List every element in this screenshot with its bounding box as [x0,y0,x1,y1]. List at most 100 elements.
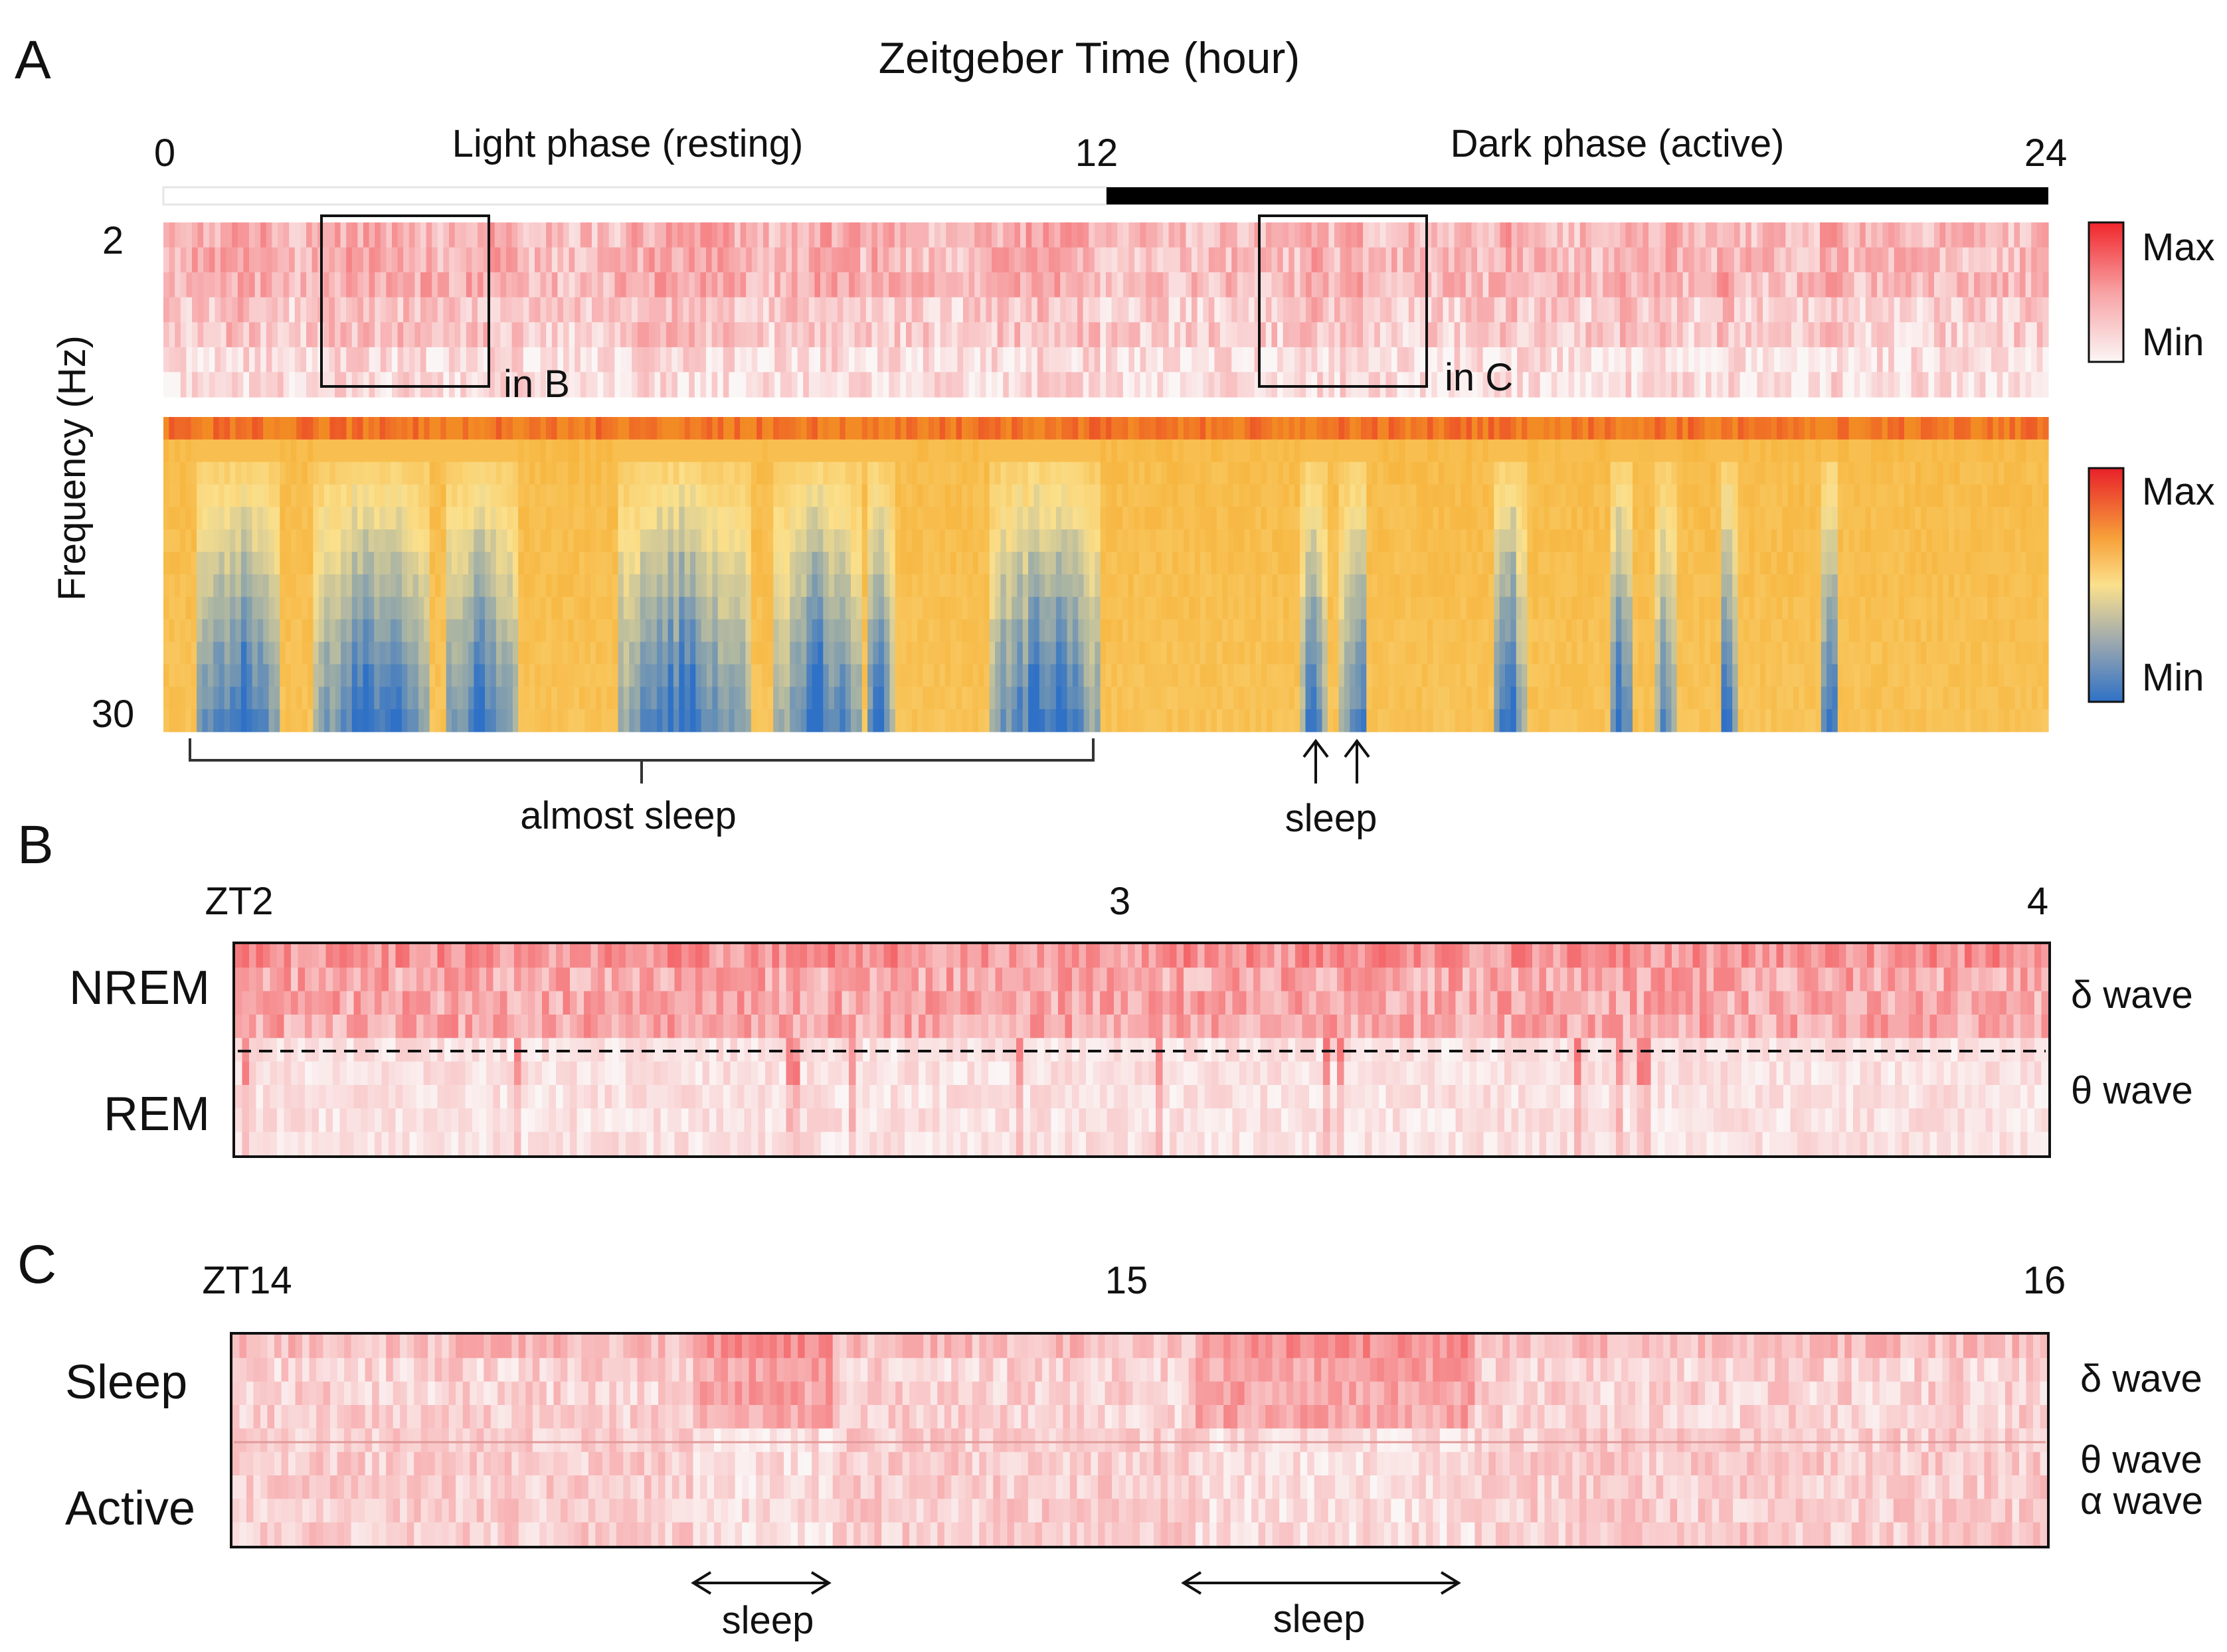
spectro-cell [263,552,270,575]
heat-cell [454,322,461,348]
spectro-cell [1139,574,1145,598]
spectro-cell [263,574,270,598]
spectro-cell [1083,574,1090,598]
spectro-cell [734,507,741,530]
spectro-cell [429,552,436,575]
spectro-cell [213,687,219,710]
heat-cell [1260,347,1267,373]
spectro-cell [545,619,552,643]
spectro-cell [812,552,818,575]
spectro-cell [501,507,508,530]
spectro-cell [479,417,486,440]
heat-cell [849,272,855,298]
spectro-cell [490,507,497,530]
heat-cell [215,372,221,398]
heat-cell [203,247,210,273]
heat-cell [2020,222,2026,248]
heat-cell [403,222,410,248]
spectro-cell [202,687,209,710]
heat-cell [312,372,318,398]
heat-cell [1368,372,1375,398]
spectro-cell [379,461,386,485]
spectro-cell [717,687,724,710]
spectro-cell [169,417,175,440]
heat-cell [923,372,929,398]
heat-cell [1991,347,1998,373]
heat-cell [483,272,490,298]
heat-cell [1939,297,1946,323]
heat-cell [192,297,199,323]
heat-cell [1648,272,1655,298]
spectro-cell [468,461,474,485]
spectro-cell [906,687,913,710]
heat-cell [1597,247,1603,273]
heat-cell [2042,322,2049,348]
heat-cell [1157,372,1164,398]
heat-cell [443,247,450,273]
spectro-cell [1028,417,1034,440]
spectro-cell [668,552,674,575]
spectro-cell [1139,709,1145,732]
spectro-cell [939,596,946,620]
spectro-cell [956,529,962,552]
spectro-cell [1089,641,1095,665]
spectro-cell [197,574,203,598]
spectro-cell [440,619,447,643]
spectro-cell [545,687,552,710]
spectro-cell [485,574,491,598]
heat-cell [1911,322,1917,348]
heat-cell [1579,372,1586,398]
heat-cell [614,347,621,373]
heat-cell [260,272,267,298]
spectro-cell [1156,664,1162,687]
spectro-cell [351,709,358,732]
spectro-cell [468,641,474,665]
heat-cell [294,322,301,348]
spectro-cell [717,574,724,598]
spectro-cell [934,461,940,485]
spectro-cell [318,641,325,665]
spectro-cell [818,417,824,440]
spectro-cell [512,709,519,732]
spectro-cell [1150,641,1156,665]
heat-cell [346,272,353,298]
heat-cell [432,272,438,298]
heat-cell [557,347,564,373]
spectro-cell [1166,619,1173,643]
spectro-cell [867,417,873,440]
heat-cell [1163,222,1170,248]
spectro-cell [1128,439,1134,463]
heat-cell [466,347,472,373]
heat-cell [1111,222,1118,248]
heat-cell [169,322,175,348]
spectro-cell [246,461,253,485]
heat-cell [289,322,296,348]
heat-cell [1037,322,1043,348]
heat-cell [1677,372,1684,398]
heat-cell [575,222,581,248]
spectro-cell [723,417,729,440]
heat-cell [1825,272,1832,298]
spectro-cell [790,709,796,732]
heat-cell [1174,347,1181,373]
heat-cell [980,222,986,248]
spectro-cell [740,439,746,463]
spectro-cell [757,439,762,463]
spectro-cell [962,552,968,575]
spectro-cell [584,552,591,575]
heat-cell [1083,322,1089,348]
heat-cell [763,322,770,348]
heat-cell [792,222,798,248]
heat-cell [1791,247,1798,273]
spectro-cell [407,552,414,575]
heat-cell [1220,322,1227,348]
heat-cell [1648,297,1655,323]
heat-cell [272,372,278,398]
spectro-cell [712,709,719,732]
heat-cell [1648,372,1655,398]
heat-cell [1265,247,1272,273]
spectro-cell [812,641,818,665]
heat-cell [1077,372,1084,398]
heat-cell [660,322,667,348]
spectro-cell [795,664,802,687]
